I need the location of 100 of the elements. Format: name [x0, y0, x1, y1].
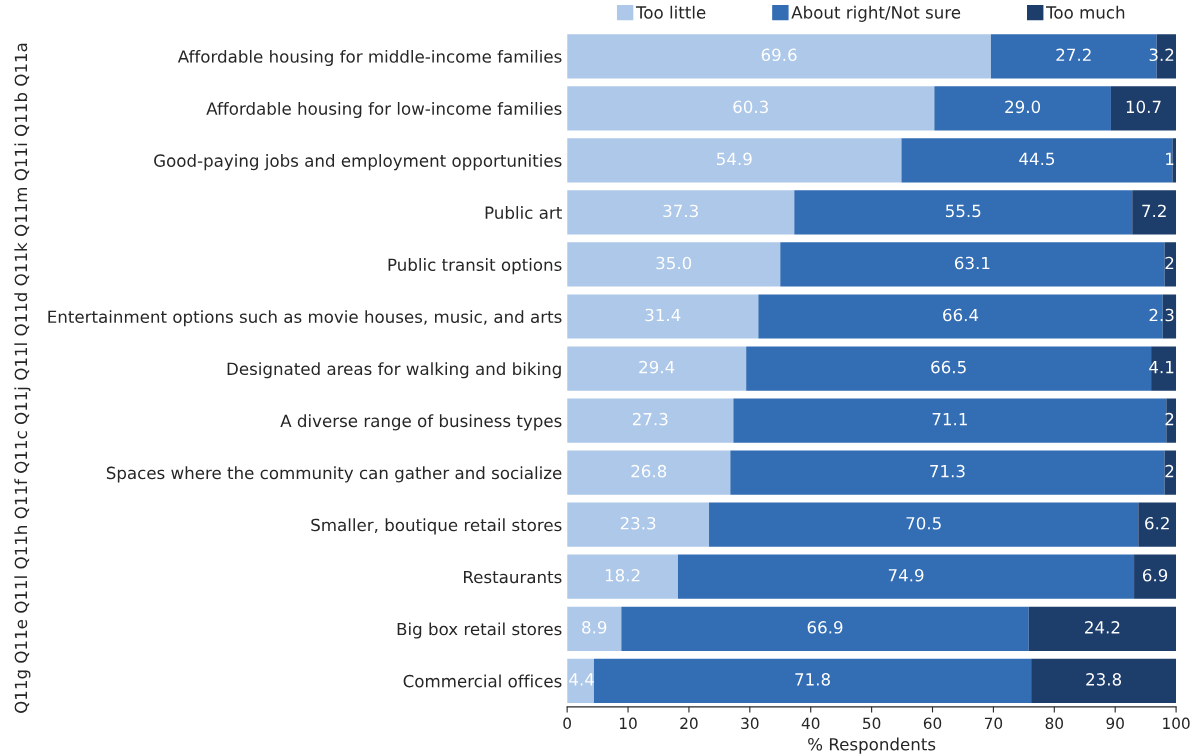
bar [567, 658, 594, 703]
data-label: 2 [1165, 464, 1174, 478]
data-label: 71.1 [932, 413, 967, 426]
y-tick-label: Entertainment options such as movie houses, music, and arts [48, 310, 562, 327]
bar [567, 346, 747, 391]
legend-label: About right/Not sure [791, 5, 961, 22]
x-tick-label: 10 [620, 717, 637, 730]
data-label: 66.4 [943, 308, 979, 322]
x-tick-label: 60 [923, 717, 942, 730]
y-tick-label: Affordable housing for low-income families [206, 101, 562, 119]
bar [567, 502, 710, 547]
data-label: 18.2 [605, 568, 640, 582]
y-tick-label: Affordable housing for middle-income families [177, 49, 562, 67]
y-tick-label: Restaurants [464, 570, 562, 584]
data-label: 8.9 [582, 621, 607, 634]
data-label: 55.5 [946, 204, 981, 218]
data-label: 31.4 [645, 308, 681, 322]
y-tick-label: Designated areas for walking and biking [227, 362, 561, 379]
data-label: 44.5 [1019, 152, 1055, 166]
data-label: 63.1 [955, 256, 990, 270]
data-label: 66.5 [931, 360, 966, 374]
bar [1132, 190, 1177, 235]
y-tick-label: Big box retail stores [397, 622, 562, 639]
data-label: 60.3 [733, 100, 768, 114]
legend-label: Too much [1045, 5, 1125, 19]
y-tick-label: Smaller, boutique retail stores [311, 518, 562, 535]
data-label: 10.7 [1126, 100, 1161, 114]
data-label: 54.9 [717, 152, 752, 166]
bar [567, 86, 935, 131]
x-tick-label: 90 [1106, 717, 1124, 730]
bar [621, 606, 1029, 651]
y-tick-label: Commercial offices [403, 674, 562, 688]
x-tick-label: 50 [863, 717, 881, 730]
data-label: 6.2 [1145, 516, 1169, 530]
data-label: 4.4 [569, 673, 594, 686]
data-label: 27.3 [632, 412, 668, 426]
data-label: 37.3 [663, 204, 698, 218]
data-label: 69.6 [761, 48, 797, 62]
bar [567, 138, 902, 183]
data-label: 4.1 [1149, 361, 1174, 374]
bar [780, 242, 1165, 287]
data-label: 3.2 [1149, 48, 1174, 62]
y-tick-label: Public art [485, 206, 562, 219]
bar [1164, 242, 1177, 287]
bar [709, 502, 1139, 547]
x-tick-label: 0 [563, 717, 571, 730]
bar [1110, 86, 1177, 131]
data-label: 23.8 [1086, 673, 1122, 686]
data-label: 29.4 [639, 360, 675, 374]
bar [901, 138, 1173, 183]
data-label: 66.9 [807, 621, 843, 634]
bar [1031, 658, 1177, 703]
bar [934, 86, 1111, 131]
bar [567, 450, 731, 495]
data-label: 71.3 [930, 464, 965, 478]
data-label: 70.5 [906, 516, 941, 530]
bar [567, 294, 759, 339]
data-label: 23.3 [620, 516, 656, 530]
bar [1151, 346, 1177, 391]
data-label: 1 [1166, 152, 1174, 165]
data-label: 74.9 [888, 568, 924, 582]
x-tick-label: 40 [801, 717, 820, 730]
x-tick-label: 80 [1045, 717, 1064, 730]
bar [1028, 606, 1177, 651]
data-label: 29.0 [1005, 100, 1041, 114]
data-label: 2.3 [1149, 308, 1174, 322]
bar [794, 190, 1133, 235]
data-label: 71.8 [795, 673, 830, 686]
data-label: 2 [1165, 256, 1174, 270]
bar [1134, 554, 1177, 599]
bar [593, 658, 1032, 703]
y-tick-label: Public transit options [388, 258, 562, 275]
bar [1172, 138, 1177, 183]
x-tick-label: 30 [741, 717, 759, 730]
x-axis-title: % Respondents [808, 737, 936, 754]
y-tick-label: Spaces where the community can gather and socialize [106, 466, 562, 483]
bar [1138, 502, 1177, 547]
x-tick-label: 70 [984, 717, 1003, 730]
bar [1166, 398, 1177, 443]
bar [567, 242, 781, 287]
x-tick-label: 20 [680, 717, 698, 730]
bar [567, 398, 734, 443]
bar [730, 450, 1165, 495]
y-tick-label: A diverse range of business types [280, 414, 562, 431]
data-label: 7.2 [1142, 204, 1166, 218]
data-label: 2 [1165, 412, 1174, 426]
bar [677, 554, 1135, 599]
legend-label: Too little [635, 5, 706, 19]
data-label: 35.0 [656, 256, 692, 270]
bar [567, 34, 991, 79]
data-label: 26.8 [631, 464, 667, 478]
y-tick-label: Good-paying jobs and employment opportunities [154, 154, 562, 171]
data-label: 24.2 [1085, 621, 1120, 634]
bar [567, 606, 622, 651]
data-label: 6.9 [1142, 568, 1168, 582]
bar [567, 554, 678, 599]
y-axis-title: Q11g Q11e Q11l Q11h Q11f Q11c Q11j Q11l Q11d Q11k Q11m Q11i Q11b Q11a [14, 43, 31, 713]
bar [733, 398, 1167, 443]
bar [567, 190, 795, 235]
x-tick-label: 100 [1163, 717, 1190, 730]
